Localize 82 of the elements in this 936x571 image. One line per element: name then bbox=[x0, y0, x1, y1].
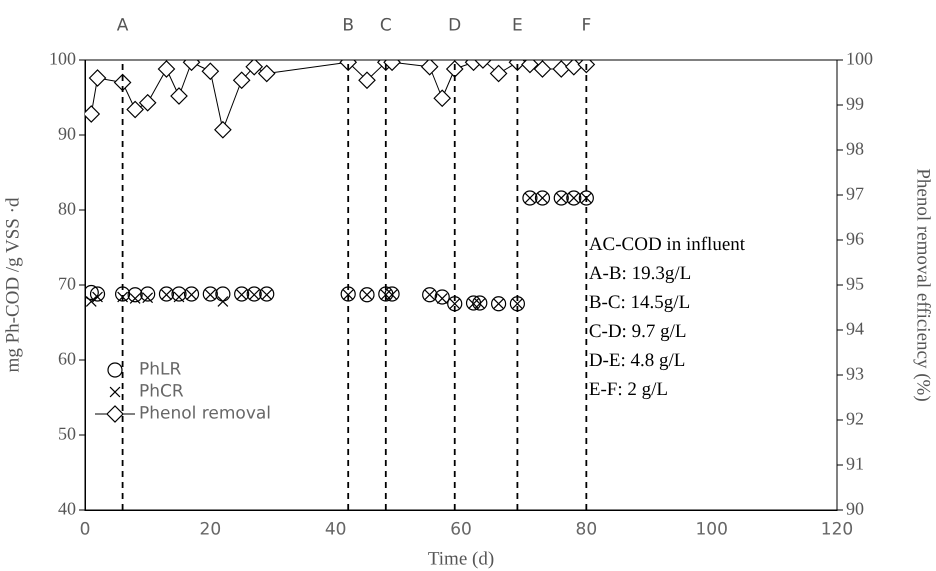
point bbox=[202, 62, 219, 80]
annotation: A-B: 19.3g/L bbox=[588, 262, 692, 284]
legend-label: Phenol removal bbox=[139, 403, 272, 424]
y-tick-label: 90 bbox=[58, 124, 76, 144]
y-tick-label: 60 bbox=[58, 348, 76, 369]
point bbox=[246, 286, 262, 302]
y2-tick-label: 95 bbox=[846, 274, 864, 294]
point bbox=[340, 286, 356, 302]
x-tick-label: 0 bbox=[80, 520, 90, 540]
point bbox=[466, 295, 482, 311]
point bbox=[90, 286, 106, 302]
y2-tick-label: 100 bbox=[846, 48, 873, 69]
y2-tick-label: 97 bbox=[846, 184, 864, 204]
point bbox=[434, 90, 451, 107]
annotation: C-D: 9.7 g/L bbox=[588, 320, 686, 342]
y2-tick-label: 99 bbox=[846, 94, 864, 114]
y2-tick-label: 91 bbox=[846, 454, 864, 474]
point bbox=[139, 94, 156, 112]
ref-line-label: A bbox=[116, 15, 129, 36]
point bbox=[259, 286, 274, 302]
point bbox=[378, 286, 394, 302]
legend-label: PhCR bbox=[139, 381, 184, 402]
annotation: AC-COD in influent bbox=[588, 234, 746, 255]
y-tick-label: 100 bbox=[49, 48, 76, 69]
point bbox=[128, 287, 143, 302]
point bbox=[472, 295, 488, 311]
y-axis-title: mg Ph-COD /g VSS ·d bbox=[2, 197, 24, 372]
point bbox=[215, 286, 230, 302]
y2-tick-label: 98 bbox=[846, 138, 864, 159]
ref-line-label: F bbox=[581, 15, 592, 36]
x-tick-label: 60 bbox=[450, 520, 472, 540]
y2-tick-label: 96 bbox=[846, 228, 864, 249]
point bbox=[434, 289, 450, 305]
point bbox=[214, 121, 232, 138]
x-axis-title: Time (d) bbox=[428, 548, 494, 570]
point bbox=[86, 296, 97, 308]
y2-axis-title: Phenol removal efficiency (%) bbox=[912, 168, 934, 402]
point bbox=[565, 60, 582, 76]
annotation: B-C: 14.5g/L bbox=[588, 292, 690, 313]
ref-line-label: E bbox=[512, 15, 523, 36]
point bbox=[88, 69, 106, 87]
x-tick-label: 40 bbox=[324, 520, 346, 540]
point bbox=[184, 286, 200, 302]
point bbox=[384, 286, 400, 302]
point bbox=[85, 284, 99, 300]
legend-label: PhLR bbox=[139, 359, 182, 380]
point bbox=[170, 87, 188, 105]
point bbox=[358, 72, 376, 89]
y2-tick-label: 93 bbox=[846, 364, 864, 384]
point bbox=[246, 60, 263, 76]
point bbox=[126, 100, 144, 118]
x-tick-label: 100 bbox=[695, 520, 728, 540]
point bbox=[258, 64, 276, 82]
point bbox=[217, 296, 228, 308]
y-tick-label: 50 bbox=[58, 424, 76, 444]
ref-line-label: C bbox=[380, 15, 392, 36]
point bbox=[446, 60, 464, 78]
point bbox=[115, 286, 130, 302]
ref-line-label: B bbox=[342, 15, 354, 36]
x-tick-label: 80 bbox=[576, 520, 598, 540]
point bbox=[552, 60, 570, 78]
point bbox=[140, 286, 156, 302]
point bbox=[158, 286, 174, 302]
y2-tick-label: 90 bbox=[846, 498, 864, 519]
x-tick-label: 20 bbox=[200, 520, 222, 540]
annotation: E-F: 2 g/L bbox=[588, 378, 668, 400]
point bbox=[171, 286, 187, 302]
point bbox=[234, 286, 250, 302]
y2-tick-label: 92 bbox=[846, 408, 864, 429]
point bbox=[158, 60, 176, 78]
x-tick-label: 120 bbox=[820, 520, 854, 540]
point bbox=[490, 64, 508, 82]
y-tick-label: 80 bbox=[58, 198, 76, 219]
ref-line-label: D bbox=[448, 15, 462, 36]
y2-tick-label: 94 bbox=[846, 318, 864, 339]
y-tick-label: 40 bbox=[58, 498, 76, 519]
point bbox=[421, 60, 438, 76]
point bbox=[202, 286, 218, 302]
point bbox=[233, 72, 250, 89]
point bbox=[534, 60, 552, 78]
y-tick-label: 70 bbox=[58, 274, 76, 294]
annotation: D-E: 4.8 g/L bbox=[588, 350, 686, 371]
